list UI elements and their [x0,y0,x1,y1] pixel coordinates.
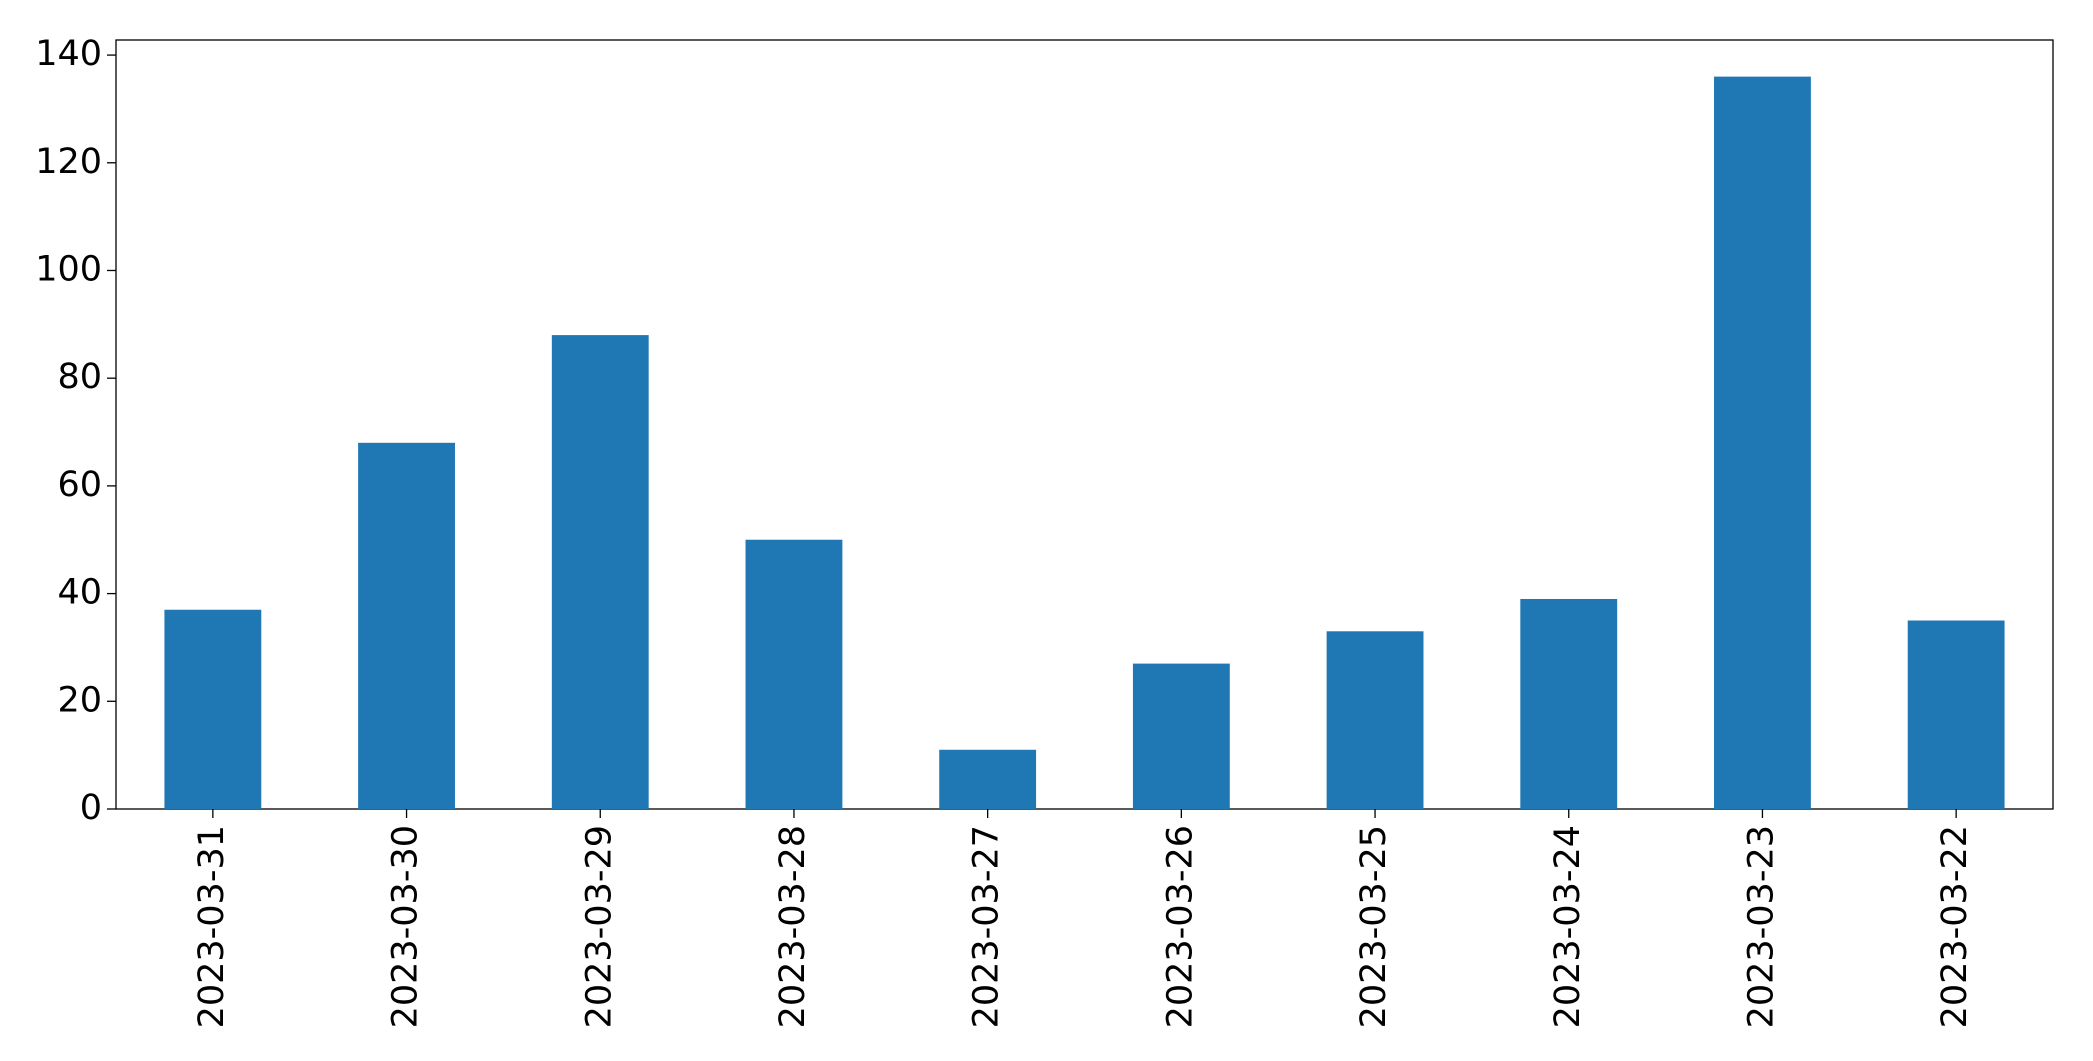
y-tick-label: 20 [57,680,102,720]
y-tick-label: 100 [35,249,102,289]
bar [551,335,649,809]
bar [939,749,1037,809]
bar [1326,631,1424,809]
x-tick-label: 2023-03-28 [773,825,813,1028]
y-tick-label: 60 [57,465,102,505]
x-tick-label: 2023-03-29 [579,825,619,1028]
x-tick-label: 2023-03-22 [1935,825,1975,1028]
x-tick-label: 2023-03-30 [386,825,426,1028]
bar [1714,76,1811,810]
y-tick-label: 0 [80,788,102,828]
x-tick-label: 2023-03-26 [1160,825,1200,1028]
x-tick-label: 2023-03-25 [1354,825,1394,1028]
x-tick-label: 2023-03-24 [1548,825,1588,1028]
bar [1132,663,1230,809]
bar [745,539,843,809]
x-tick-label: 2023-03-31 [192,825,232,1028]
x-tick-label: 2023-03-23 [1741,825,1781,1028]
plot-frame [115,39,2054,810]
y-tick-label: 140 [35,34,102,74]
bar [1520,598,1618,809]
y-tick-label: 40 [57,573,102,613]
bar [358,442,455,809]
y-tick-label: 120 [35,142,102,182]
bar [1907,620,2005,809]
y-tick-label: 80 [57,357,102,397]
x-tick-label: 2023-03-27 [967,825,1007,1028]
bar [164,609,262,809]
